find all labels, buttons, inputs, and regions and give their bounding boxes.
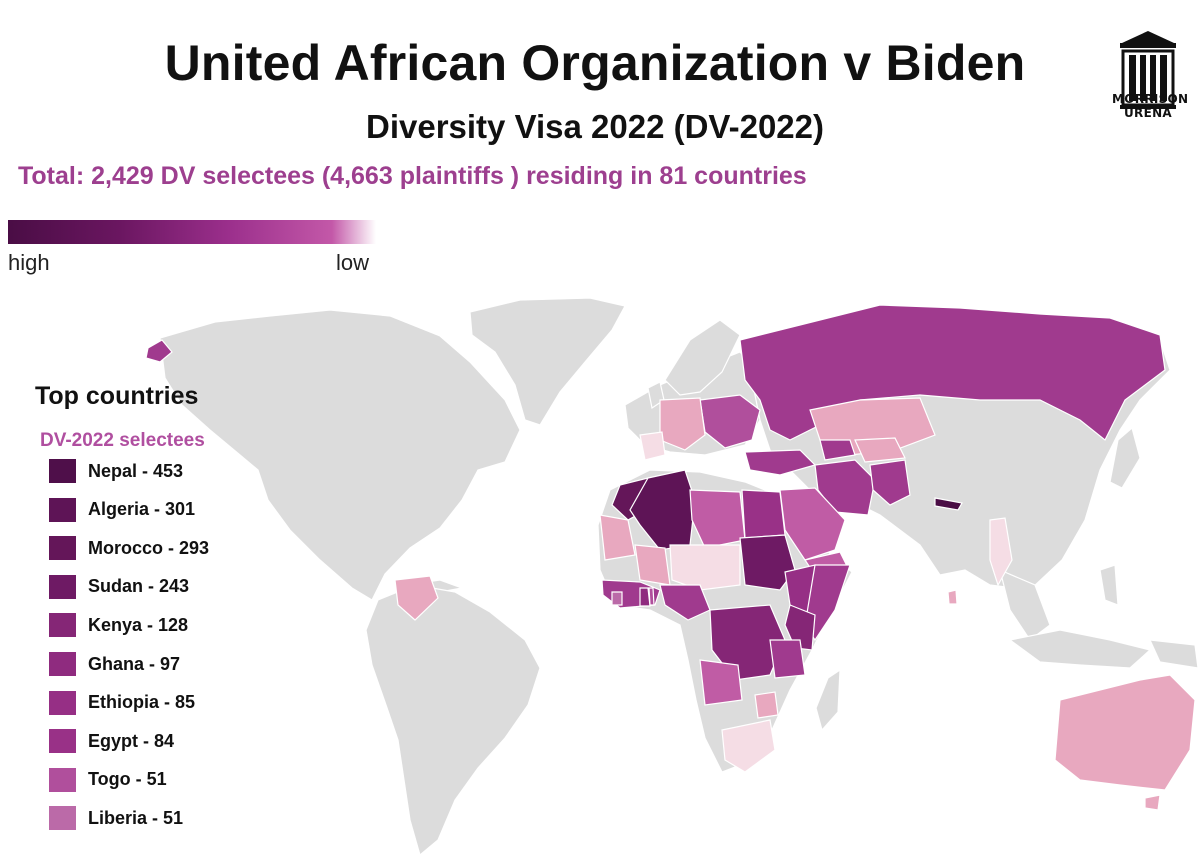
legend-label: Egypt - 84 — [88, 730, 175, 751]
nigeria-cameroon — [659, 584, 711, 621]
legend-label: Algeria - 301 — [88, 499, 196, 520]
madagascar — [815, 668, 841, 732]
legend-subtitle: DV-2022 selectees — [40, 430, 205, 451]
legend-label: Togo - 51 — [88, 769, 167, 790]
legend-label: Liberia - 51 — [88, 807, 184, 828]
legend-item: Kenya - 128 — [49, 612, 188, 638]
legend-swatch — [49, 459, 76, 483]
legend-swatch — [49, 652, 76, 676]
color-scale-bar — [8, 220, 376, 244]
legend-label: Morocco - 293 — [88, 537, 210, 558]
legend-label: Sudan - 243 — [88, 576, 190, 597]
australia — [1054, 674, 1196, 791]
legend-swatch — [49, 690, 76, 715]
turkey — [744, 449, 817, 476]
legend-item: Liberia - 51 — [49, 805, 183, 831]
scale-high-label: high — [8, 250, 50, 275]
southeast-asia — [999, 568, 1051, 641]
legend-swatch — [49, 536, 76, 561]
tasmania — [1144, 794, 1161, 811]
venezuela — [394, 575, 439, 621]
legend-swatch — [49, 767, 76, 792]
page-subtitle: Diversity Visa 2022 (DV-2022) — [365, 108, 825, 145]
legend-label: Nepal - 453 — [88, 460, 184, 481]
pillars-building-icon — [1120, 31, 1176, 109]
central-asia — [854, 437, 906, 463]
legend-title: Top countries — [35, 382, 199, 410]
egypt — [741, 489, 786, 539]
south-america — [365, 584, 541, 857]
legend-item: Algeria - 301 — [49, 497, 195, 523]
legend-swatch — [49, 613, 76, 638]
ghana — [639, 587, 651, 607]
total-summary: Total: 2,429 DV selectees (4,663 plainti… — [18, 162, 807, 190]
page-title: United African Organization v Biden — [164, 35, 1026, 91]
legend-item: Ghana - 97 — [49, 651, 180, 677]
greenland — [469, 297, 626, 426]
legend-swatch — [49, 729, 76, 754]
southern-africa — [721, 719, 776, 773]
legend-item: Egypt - 84 — [49, 728, 174, 754]
angola — [699, 659, 743, 706]
legend-swatch — [49, 574, 76, 599]
legend-item: Sudan - 243 — [49, 574, 189, 600]
new-guinea — [1149, 639, 1199, 669]
scandinavia — [664, 319, 741, 396]
legend-label: Kenya - 128 — [88, 614, 189, 635]
logo-line-2: URENA — [1123, 106, 1172, 120]
legend-item: Morocco - 293 — [49, 535, 209, 561]
japan — [1109, 426, 1141, 489]
myanmar — [989, 517, 1013, 587]
niger-chad — [669, 544, 741, 591]
mauritania-west — [599, 514, 636, 561]
tanzania — [769, 639, 806, 679]
philippines — [1099, 564, 1119, 606]
zimbabwe — [754, 691, 779, 719]
nepal — [934, 497, 963, 511]
afghanistan-pakistan — [869, 459, 911, 506]
sri-lanka-highlight — [947, 589, 958, 605]
legend-item: Ethiopia - 85 — [49, 690, 195, 716]
legend-label: Ghana - 97 — [88, 653, 181, 674]
north-america — [159, 309, 521, 601]
iberia — [639, 431, 666, 461]
indonesia — [1008, 629, 1152, 669]
liberia — [611, 591, 623, 606]
iran — [814, 459, 876, 516]
libya — [689, 489, 746, 549]
alaska-fragment — [145, 339, 173, 363]
mali — [634, 544, 671, 586]
legend-swatch — [49, 497, 76, 522]
kenya — [784, 604, 816, 651]
legend-swatch — [49, 806, 76, 831]
world-choropleth-map — [145, 297, 1199, 857]
caucasus — [819, 439, 856, 461]
togo — [648, 587, 655, 606]
central-africa — [709, 604, 786, 681]
scale-low-label: low — [336, 250, 370, 275]
legend-item: Togo - 51 — [49, 767, 167, 793]
legend-item: Nepal - 453 — [49, 458, 183, 484]
highlighted-countries — [145, 304, 1196, 811]
logo-line-1: MORRISON — [1112, 92, 1189, 106]
legend-label: Ethiopia - 85 — [88, 692, 196, 713]
